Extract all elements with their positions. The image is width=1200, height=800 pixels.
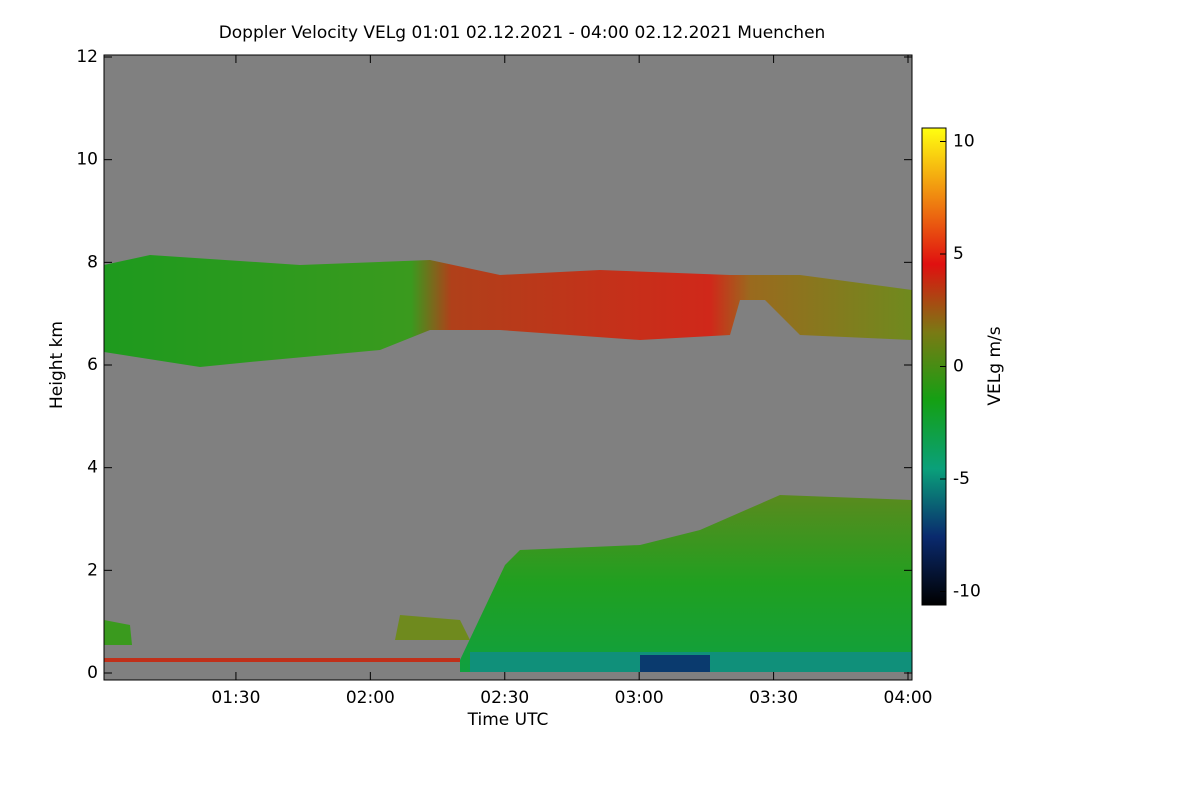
y-tick-label: 12 — [76, 47, 98, 67]
y-tick-label: 10 — [76, 150, 98, 170]
y-tick-label: 2 — [87, 560, 98, 580]
downdraft-patch — [640, 655, 710, 672]
patch — [104, 620, 132, 645]
colorbar-label: VELg m/s — [985, 326, 1005, 405]
x-tick-label: 01:30 — [211, 688, 260, 708]
y-axis-label: Height km — [47, 321, 67, 409]
colorbar-tick-label: -5 — [953, 469, 970, 489]
radar-echoes — [104, 255, 912, 672]
ground-line — [104, 658, 460, 662]
x-tick-label: 02:00 — [346, 688, 395, 708]
patch — [395, 615, 470, 640]
x-tick-label: 03:00 — [615, 688, 664, 708]
colorbar-tick-label: 0 — [953, 357, 964, 377]
colorbar-tick-label: 5 — [953, 244, 964, 264]
lower-cloud — [460, 495, 912, 672]
upper-cloud — [104, 255, 912, 367]
x-axis-label: Time UTC — [467, 710, 549, 730]
plot-frame — [103, 54, 913, 681]
x-tick-label: 04:00 — [884, 688, 933, 708]
y-tick-label: 8 — [87, 252, 98, 272]
y-tick-label: 6 — [87, 355, 98, 375]
y-tick-label: 4 — [87, 458, 98, 478]
y-tick-label: 0 — [87, 663, 98, 683]
x-tick-label: 02:30 — [480, 688, 529, 708]
x-tick-label: 03:30 — [749, 688, 798, 708]
colorbar-tick-label: -10 — [953, 582, 981, 602]
chart-title: Doppler Velocity VELg 01:01 02.12.2021 -… — [219, 23, 826, 43]
colorbar-tick-label: 10 — [953, 132, 975, 152]
